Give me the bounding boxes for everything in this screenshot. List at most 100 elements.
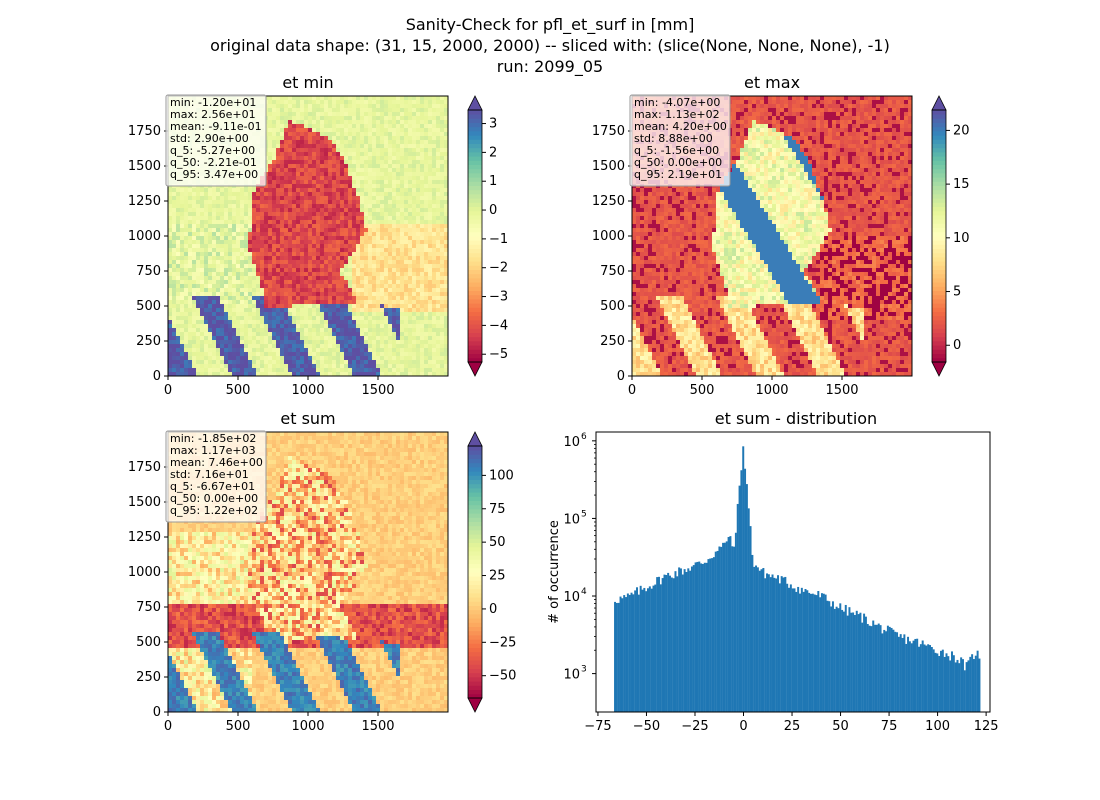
heatmap-cell: [212, 256, 217, 261]
heatmap-cell: [312, 288, 317, 293]
heatmap-cell: [384, 108, 389, 113]
heatmap-cell: [240, 212, 245, 217]
stat-line: q_50: -2.21e-01: [170, 156, 257, 169]
heatmap-cell: [424, 284, 429, 289]
heatmap-cell: [380, 260, 385, 265]
heatmap-cell: [420, 196, 425, 201]
heatmap-cell: [364, 348, 369, 353]
heatmap-cell: [216, 208, 221, 213]
heatmap-cell: [416, 228, 421, 233]
heatmap-cell: [288, 320, 293, 325]
heatmap-cell: [444, 220, 448, 225]
heatmap-cell: [312, 300, 317, 305]
heatmap-cell: [288, 352, 293, 357]
heatmap-cell: [176, 316, 181, 321]
heatmap-cell: [380, 360, 385, 365]
heatmap-cell: [312, 236, 317, 241]
heatmap-cell: [392, 116, 397, 121]
heatmap-cell: [364, 248, 369, 253]
heatmap-cell: [244, 212, 249, 217]
heatmap-cell: [424, 96, 429, 101]
heatmap-cell: [432, 96, 437, 101]
heatmap-cell: [428, 116, 433, 121]
heatmap-cell: [312, 296, 317, 301]
heatmap-cell: [216, 360, 221, 365]
heatmap-cell: [340, 220, 345, 225]
heatmap-cell: [416, 148, 421, 153]
heatmap-cell: [292, 116, 297, 121]
heatmap-cell: [372, 296, 377, 301]
heatmap-cell: [420, 364, 425, 369]
colorbar-segment: [468, 349, 482, 354]
heatmap-cell: [308, 272, 313, 277]
heatmap-cell: [176, 288, 181, 293]
heatmap-cell: [280, 256, 285, 261]
heatmap-cell: [444, 180, 448, 185]
heatmap-cell: [364, 300, 369, 305]
heatmap-cell: [180, 232, 185, 237]
heatmap-cell: [348, 204, 353, 209]
heatmap-cell: [188, 192, 193, 197]
heatmap-cell: [280, 144, 285, 149]
heatmap-cell: [192, 260, 197, 265]
heatmap-cell: [332, 296, 337, 301]
heatmap-cell: [364, 180, 369, 185]
heatmap-cell: [332, 100, 337, 105]
heatmap-cell: [192, 340, 197, 345]
heatmap-cell: [396, 272, 401, 277]
heatmap-cell: [280, 224, 285, 229]
heatmap-cell: [432, 340, 437, 345]
heatmap-cell: [436, 192, 441, 197]
heatmap-cell: [424, 152, 429, 157]
heatmap-cell: [216, 224, 221, 229]
heatmap-cell: [360, 368, 365, 373]
heatmap-cell: [376, 300, 381, 305]
heatmap-cell: [432, 156, 437, 161]
heatmap-cell: [424, 224, 429, 229]
heatmap-cell: [288, 100, 293, 105]
heatmap-cell: [400, 128, 405, 133]
heatmap-cell: [296, 188, 301, 193]
heatmap-cell: [428, 328, 433, 333]
heatmap-cell: [428, 168, 433, 173]
heatmap-cell: [376, 252, 381, 257]
heatmap-cell: [264, 340, 269, 345]
heatmap-cell: [260, 284, 265, 289]
heatmap-cell: [320, 208, 325, 213]
heatmap-cell: [396, 124, 401, 129]
heatmap-cell: [272, 344, 277, 349]
heatmap-cell: [348, 292, 353, 297]
heatmap-cell: [348, 312, 353, 317]
heatmap-cell: [272, 216, 277, 221]
heatmap-cell: [388, 288, 393, 293]
heatmap-cell: [372, 148, 377, 153]
heatmap-cell: [196, 224, 201, 229]
heatmap-cell: [308, 352, 313, 357]
heatmap-cell: [256, 280, 261, 285]
heatmap-cell: [268, 332, 273, 337]
heatmap-cell: [204, 304, 209, 309]
heatmap-cell: [420, 168, 425, 173]
colorbar-segment: [468, 278, 482, 283]
heatmap-cell: [344, 240, 349, 245]
heatmap-cell: [280, 112, 285, 117]
heatmap-cell: [400, 148, 405, 153]
heatmap-cell: [352, 96, 357, 101]
heatmap-cell: [316, 292, 321, 297]
heatmap-cell: [324, 284, 329, 289]
heatmap-cell: [340, 348, 345, 353]
heatmap-cell: [240, 284, 245, 289]
heatmap-cell: [284, 148, 289, 153]
heatmap-cell: [344, 116, 349, 121]
heatmap-cell: [192, 236, 197, 241]
heatmap-cell: [184, 320, 189, 325]
heatmap-cell: [184, 268, 189, 273]
heatmap-cell: [328, 204, 333, 209]
heatmap-cell: [280, 192, 285, 197]
heatmap-cell: [168, 364, 173, 369]
heatmap-cell: [220, 244, 225, 249]
heatmap-cell: [336, 344, 341, 349]
heatmap-cell: [208, 344, 213, 349]
heatmap-cell: [384, 192, 389, 197]
heatmap-cell: [356, 220, 361, 225]
